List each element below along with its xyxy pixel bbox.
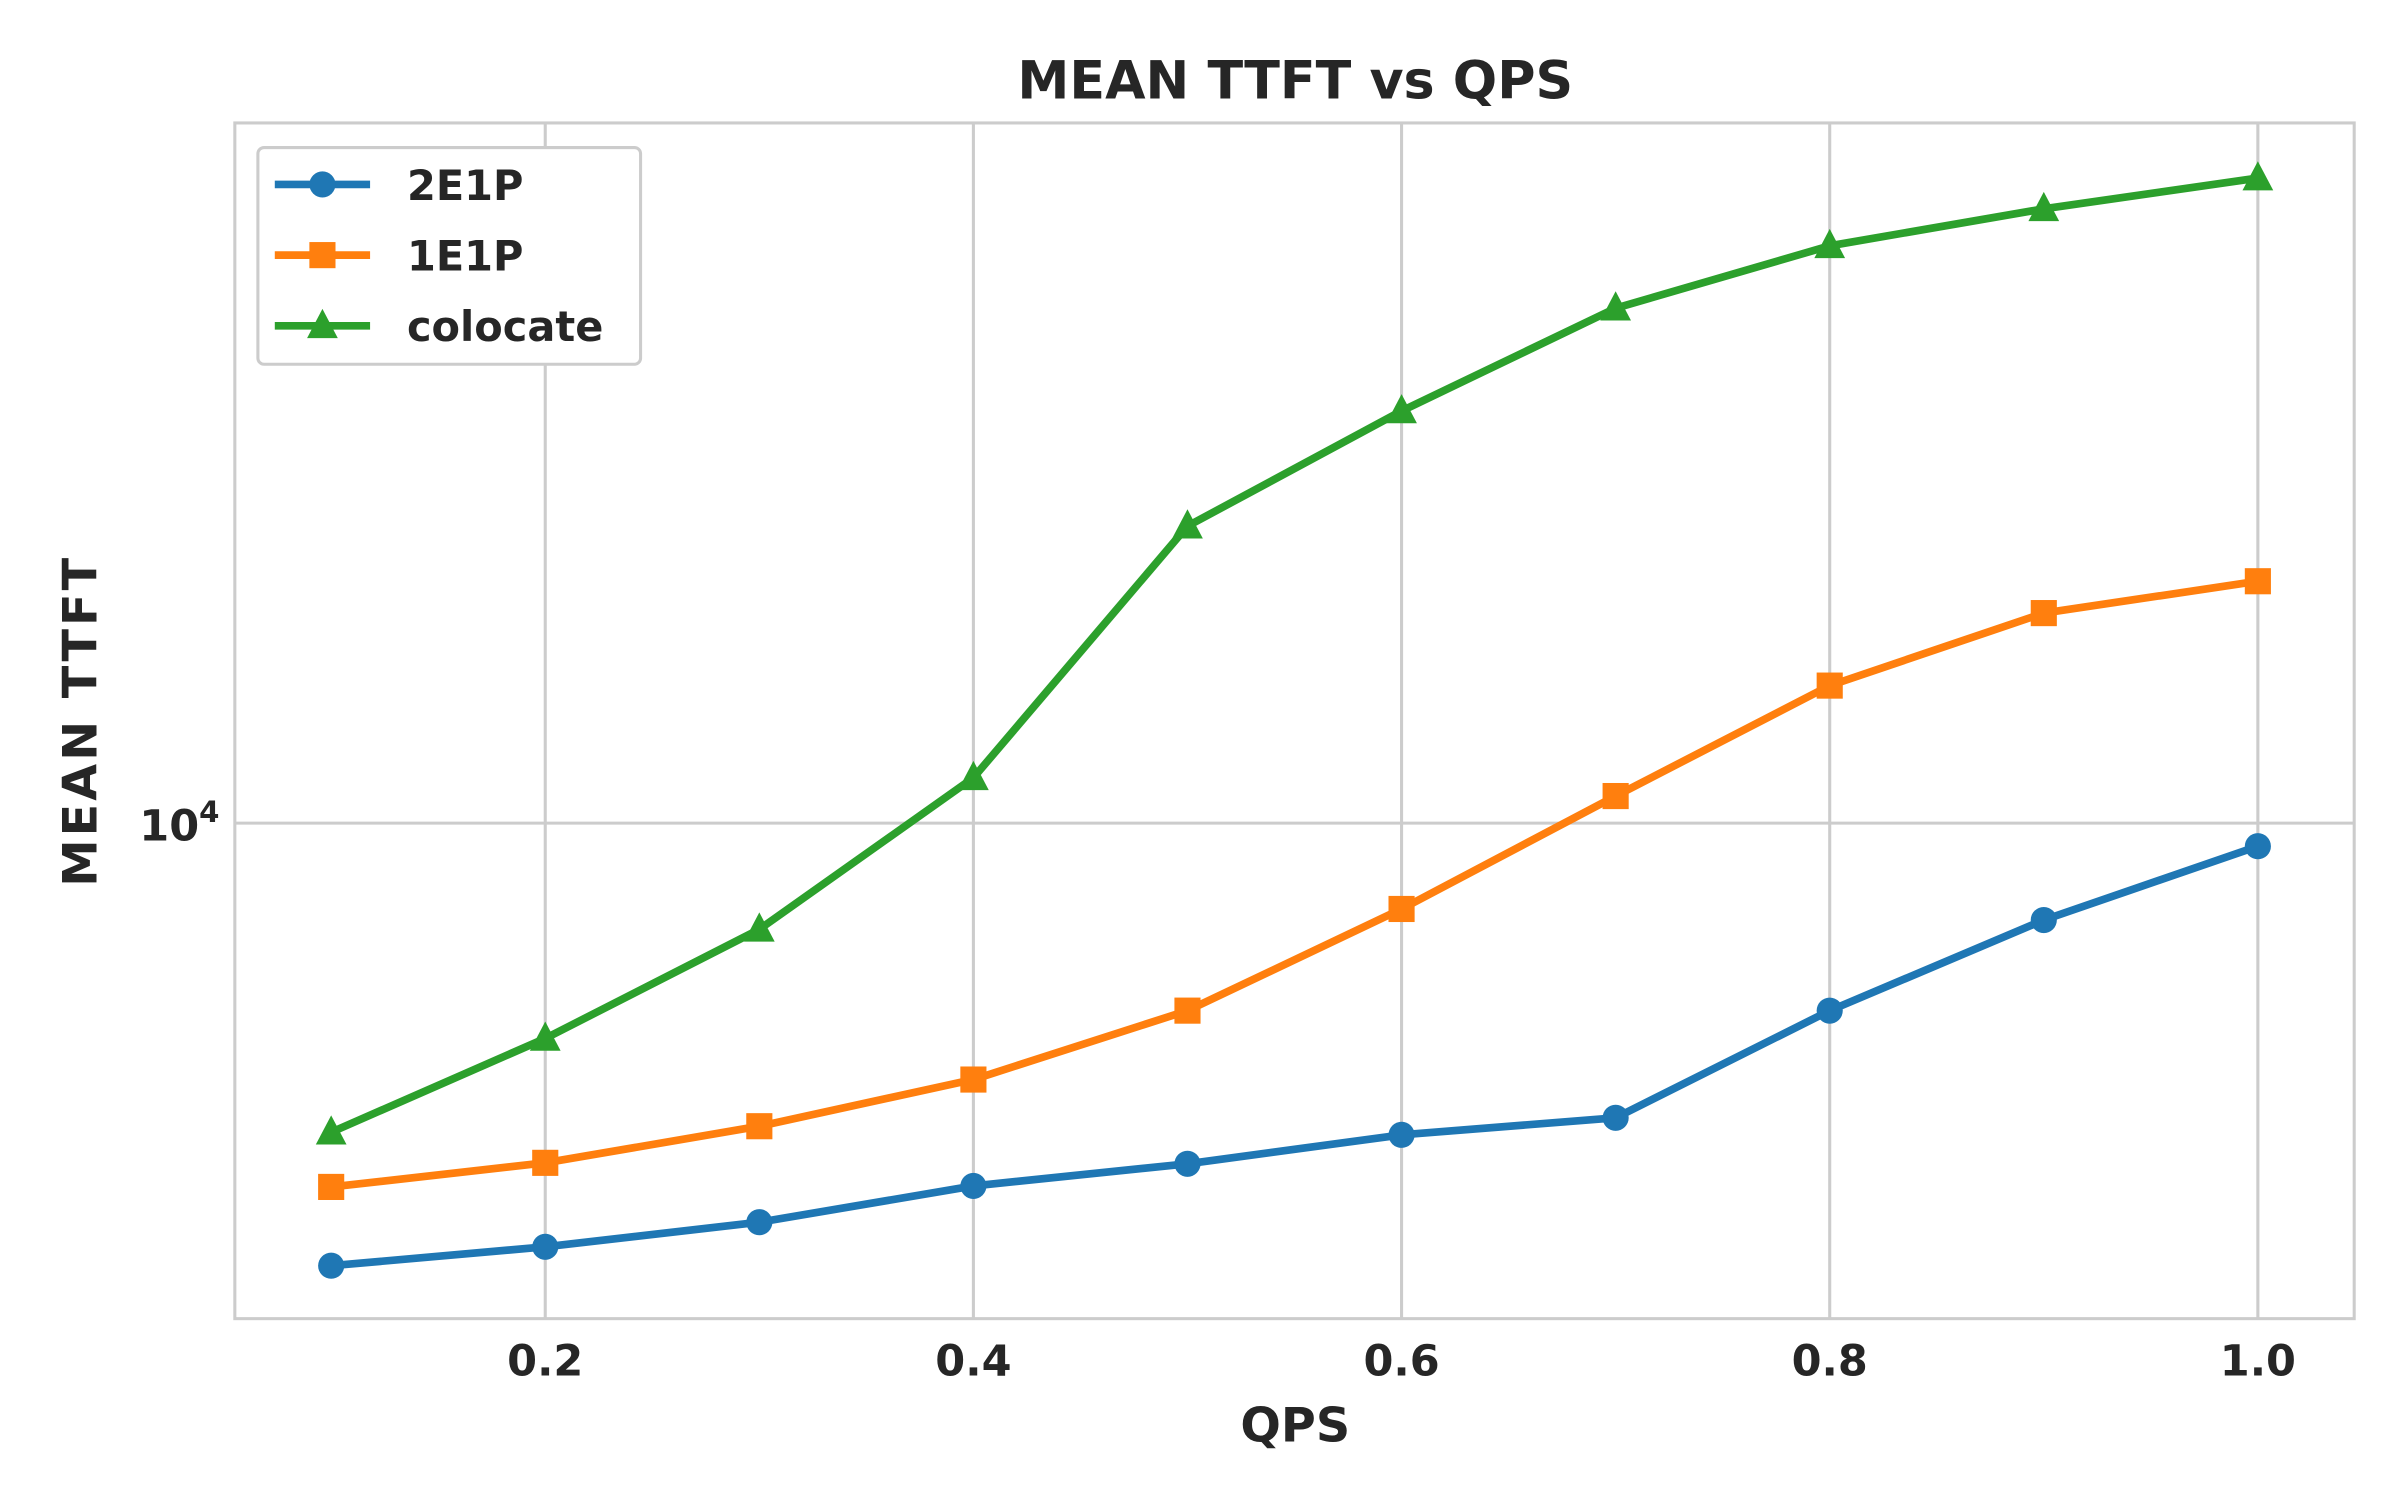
data-point: [2242, 161, 2274, 191]
data-point: [2030, 906, 2057, 934]
data-point: [1602, 782, 1629, 810]
data-point: [958, 760, 989, 791]
data-point: [2244, 833, 2271, 860]
data-point: [746, 1209, 773, 1236]
data-point: [318, 1173, 345, 1200]
chart-title: MEAN TTFT vs QPS: [1017, 51, 1573, 111]
data-point: [2030, 600, 2057, 627]
data-point: [2244, 568, 2271, 595]
data-point: [743, 912, 775, 942]
legend-label: 2E1P: [407, 161, 523, 210]
series-2E1P: [318, 833, 2271, 1279]
data-point: [1602, 1104, 1629, 1131]
legend-marker-icon: [307, 308, 338, 339]
x-tick-labels: 0.2 0.4 0.6 0.8 1.0: [507, 1337, 2296, 1387]
legend-label: colocate: [407, 302, 603, 351]
series-layer: [315, 161, 2274, 1279]
data-point: [1386, 394, 1417, 424]
y-tick-label: 104: [139, 795, 219, 851]
x-tick-label: 0.6: [1363, 1337, 1439, 1387]
legend-marker-icon: [309, 242, 336, 269]
legend-item-1E1P[interactable]: 1E1P: [274, 231, 524, 280]
data-point: [1388, 1121, 1415, 1148]
data-point: [960, 1066, 987, 1093]
series-line: [329, 174, 2259, 1136]
series-1E1P: [318, 568, 2271, 1200]
x-tick-label: 0.2: [507, 1337, 583, 1387]
legend[interactable]: 2E1P 1E1P colocate: [256, 146, 643, 366]
data-point: [318, 1252, 345, 1279]
x-tick-label: 0.8: [1792, 1337, 1868, 1387]
data-point: [1816, 672, 1843, 699]
y-tick-base: 10: [139, 802, 199, 852]
series-colocate: [315, 161, 2274, 1145]
y-tick-exponent: 4: [199, 795, 219, 829]
data-point: [532, 1149, 559, 1176]
data-point: [1172, 509, 1203, 539]
grid: [234, 122, 2355, 1319]
plot-area-frame: [233, 121, 2356, 1321]
data-point: [2028, 191, 2060, 222]
x-tick-label: 1.0: [2220, 1337, 2296, 1387]
series-line: [330, 842, 2260, 1270]
data-point: [532, 1233, 559, 1260]
data-point: [746, 1113, 773, 1140]
legend-item-2E1P[interactable]: 2E1P: [274, 161, 524, 210]
legend-marker-icon: [309, 171, 336, 198]
data-point: [315, 1115, 347, 1145]
data-point: [1174, 997, 1201, 1024]
data-point: [1816, 997, 1843, 1024]
legend-label: 1E1P: [407, 231, 523, 280]
x-tick-label: 0.4: [935, 1337, 1011, 1387]
data-point: [1174, 1150, 1201, 1177]
data-point: [1814, 228, 1846, 259]
y-tick-labels: 104: [139, 795, 219, 851]
series-line: [330, 577, 2259, 1191]
data-point: [960, 1172, 987, 1200]
legend-item-colocate[interactable]: colocate: [274, 302, 604, 351]
x-axis-label: QPS: [1240, 1399, 1350, 1454]
legend-frame: [256, 146, 643, 366]
data-point: [1600, 291, 1632, 321]
data-point: [1388, 895, 1415, 923]
data-point: [529, 1021, 561, 1051]
y-axis-label: MEAN TTFT: [54, 555, 109, 887]
